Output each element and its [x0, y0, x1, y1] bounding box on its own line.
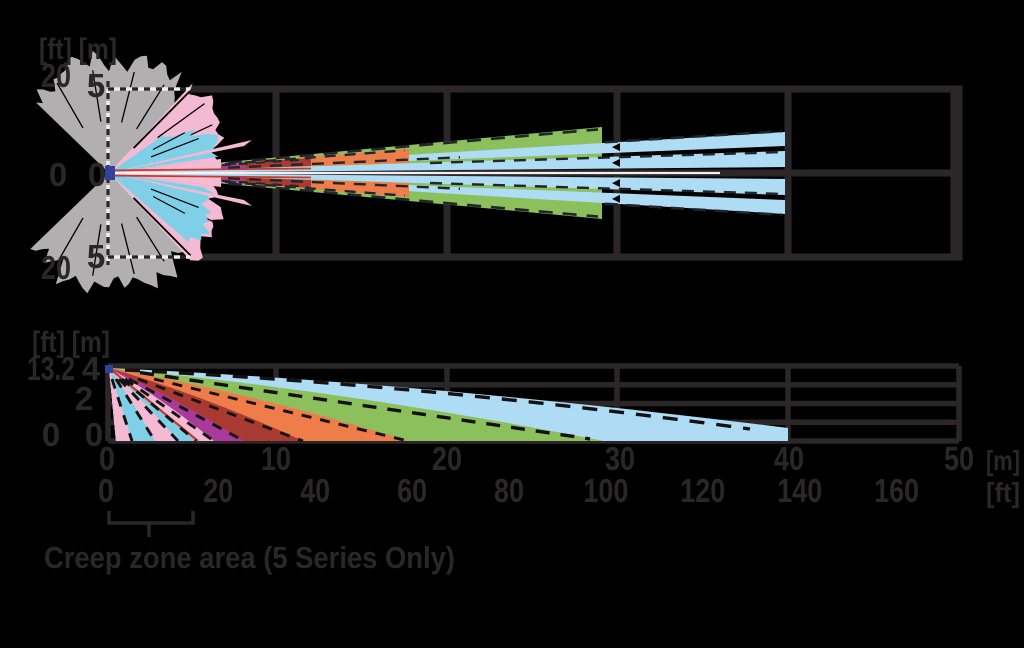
- svg-text:[m]: [m]: [986, 445, 1020, 476]
- svg-text:60: 60: [397, 472, 427, 509]
- svg-text:20: 20: [432, 440, 462, 477]
- svg-text:20: 20: [41, 57, 71, 94]
- svg-text:10: 10: [261, 440, 291, 477]
- svg-text:160: 160: [874, 472, 919, 509]
- svg-text:20: 20: [41, 249, 71, 286]
- svg-text:[ft]: [ft]: [986, 477, 1020, 508]
- svg-text:[ft] [m]: [ft] [m]: [32, 326, 110, 359]
- svg-text:2: 2: [75, 380, 93, 417]
- svg-text:120: 120: [680, 472, 725, 509]
- svg-text:140: 140: [777, 472, 822, 509]
- svg-text:0: 0: [98, 472, 114, 509]
- svg-text:80: 80: [494, 472, 524, 509]
- svg-text:30: 30: [605, 440, 635, 477]
- svg-text:5: 5: [87, 67, 105, 104]
- svg-text:0: 0: [42, 416, 60, 453]
- svg-text:0: 0: [85, 416, 103, 453]
- svg-text:40: 40: [300, 472, 330, 509]
- svg-text:0: 0: [99, 440, 115, 477]
- svg-text:5: 5: [87, 238, 105, 275]
- svg-text:4: 4: [82, 350, 101, 387]
- svg-text:13.2: 13.2: [27, 350, 75, 387]
- svg-text:50: 50: [944, 440, 974, 477]
- svg-text:0: 0: [88, 156, 106, 193]
- svg-text:20: 20: [203, 472, 233, 509]
- svg-text:Creep zone area (5 Series Only: Creep zone area (5 Series Only): [44, 540, 455, 575]
- svg-text:[ft] [m]: [ft] [m]: [39, 33, 117, 66]
- svg-text:40: 40: [774, 440, 804, 477]
- svg-text:0: 0: [49, 156, 67, 193]
- svg-text:100: 100: [583, 472, 628, 509]
